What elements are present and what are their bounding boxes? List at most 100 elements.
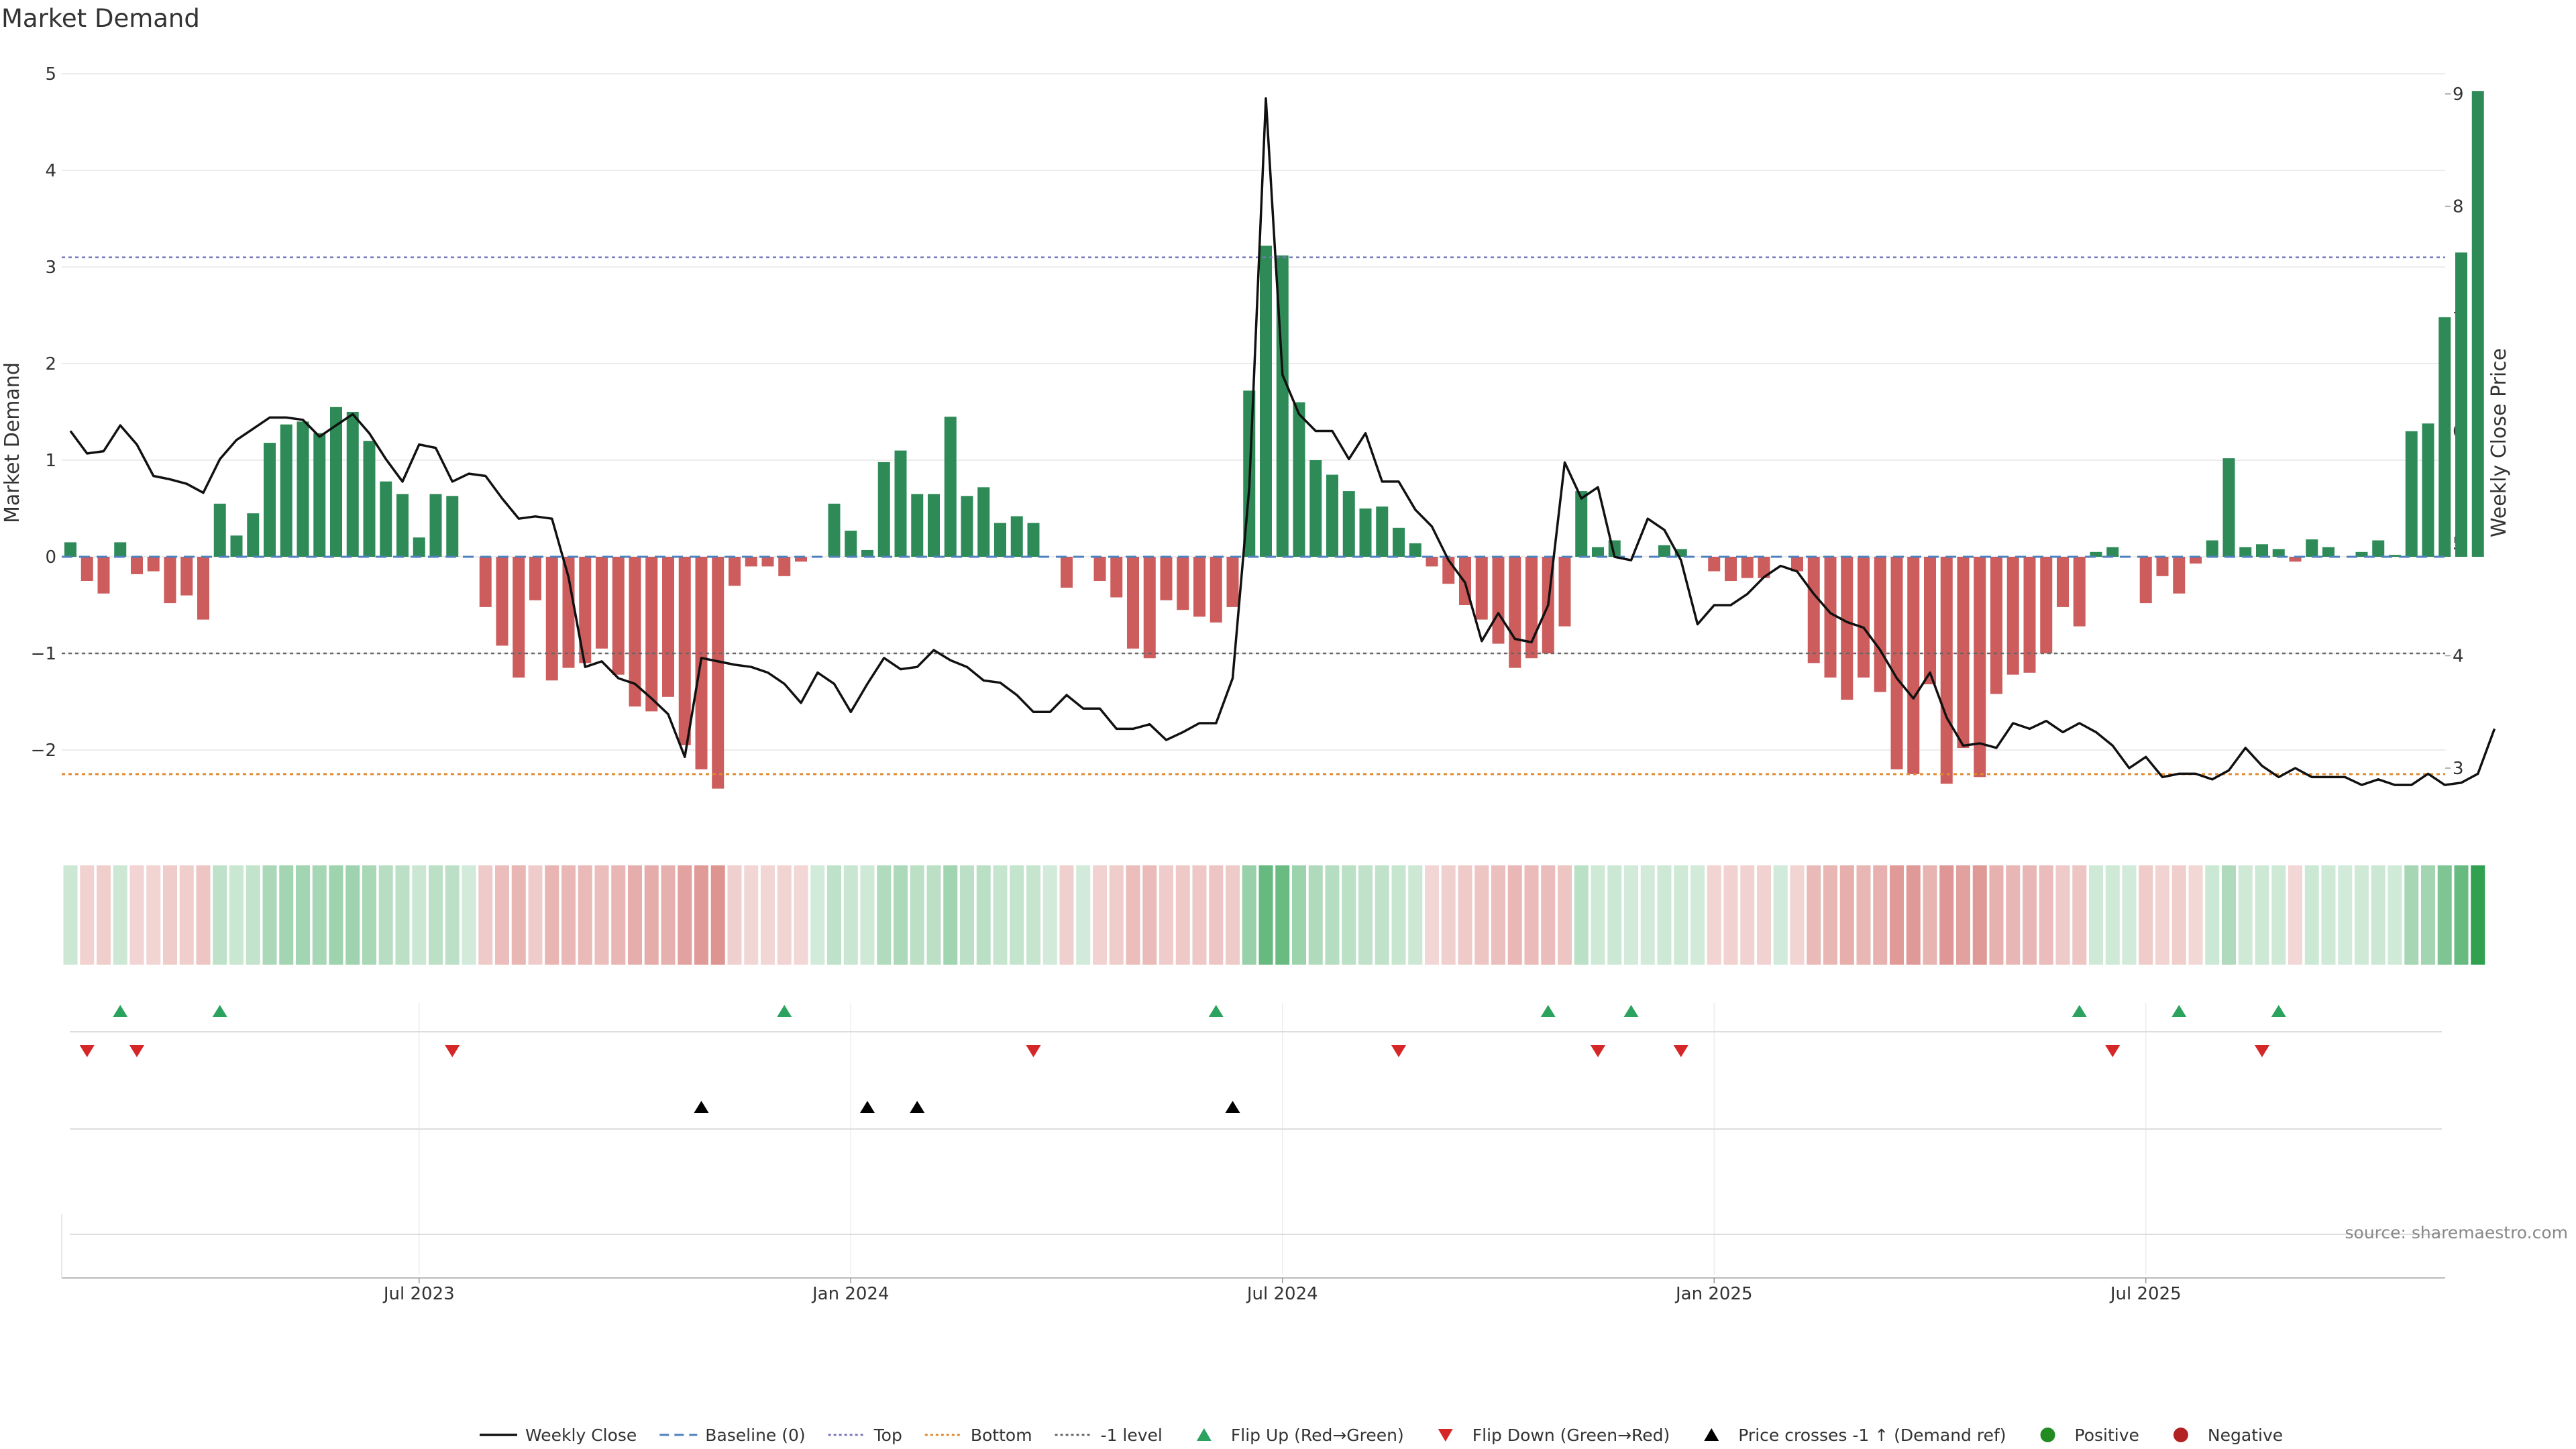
heat-cell xyxy=(727,865,742,965)
heat-cell xyxy=(429,865,443,965)
heat-cell xyxy=(2338,865,2353,965)
flip-up-marker xyxy=(2171,1005,2187,1017)
flip-down-marker xyxy=(129,1045,144,1057)
heat-cell xyxy=(1408,865,1423,965)
heat-cell xyxy=(578,865,592,965)
heat-cell xyxy=(1026,865,1040,965)
heat-cell xyxy=(710,865,725,965)
heat-cell xyxy=(1839,865,1854,965)
demand-bar xyxy=(2057,557,2069,607)
flip-up-marker xyxy=(2271,1005,2286,1017)
heat-cell xyxy=(2072,865,2087,965)
demand-bar xyxy=(363,441,376,557)
flip-down-marker xyxy=(79,1045,95,1057)
source-note: source: sharemaestro.com xyxy=(2345,1223,2569,1242)
demand-bar xyxy=(977,487,990,557)
demand-bar xyxy=(2222,458,2235,557)
demand-bar xyxy=(1758,557,1770,578)
heat-cell xyxy=(1939,865,1954,965)
demand-bar xyxy=(1858,557,1870,678)
demand-bar xyxy=(1924,557,1936,685)
heat-cell xyxy=(777,865,792,965)
heat-cell xyxy=(594,865,609,965)
heat-cell xyxy=(445,865,460,965)
y-tick-label: 4 xyxy=(45,161,56,181)
demand-bar xyxy=(1475,557,1488,620)
heat-cell xyxy=(2055,865,2070,965)
legend-item: Flip Up (Red→Green) xyxy=(1196,1426,1404,1445)
heat-cell xyxy=(1790,865,1805,965)
heat-cell xyxy=(2188,865,2203,965)
heat-cell xyxy=(1474,865,1489,965)
demand-bar xyxy=(80,557,93,581)
heat-cell xyxy=(378,865,393,965)
demand-bar xyxy=(2073,557,2086,627)
heat-cell xyxy=(2355,865,2369,965)
legend-swatch-triangle-down xyxy=(1438,1429,1453,1442)
heat-cell xyxy=(2371,865,2385,965)
heat-cell xyxy=(478,865,493,965)
demand-bar xyxy=(2306,539,2318,557)
demand-bar xyxy=(2455,252,2467,557)
legend-item: Weekly Close xyxy=(480,1426,637,1445)
heat-cell xyxy=(1375,865,1389,965)
demand-bar xyxy=(2206,540,2218,557)
demand-bar xyxy=(1824,557,1837,678)
demand-bar xyxy=(1974,557,1986,777)
demand-bar xyxy=(678,557,691,745)
demand-bar xyxy=(213,503,226,557)
demand-bar xyxy=(2239,547,2252,557)
demand-bar xyxy=(1492,557,1505,644)
heat-cell xyxy=(843,865,858,965)
demand-bar xyxy=(380,481,392,557)
demand-bar xyxy=(1874,557,1886,692)
demand-bar xyxy=(1342,491,1355,557)
heat-cell xyxy=(1591,865,1605,965)
heat-cell xyxy=(1890,865,1904,965)
demand-bar xyxy=(264,443,276,557)
demand-bar xyxy=(2040,557,2053,653)
legend-label: Flip Down (Green→Red) xyxy=(1472,1426,1670,1445)
signal-rows xyxy=(70,1005,2442,1235)
heat-cell xyxy=(1425,865,1439,965)
demand-bar xyxy=(828,503,841,557)
demand-bar xyxy=(1708,557,1721,572)
heat-cell xyxy=(2155,865,2169,965)
heat-cell xyxy=(246,865,260,965)
demand-bar xyxy=(612,557,625,675)
heat-cell xyxy=(1607,865,1622,965)
x-tick-label: Jul 2024 xyxy=(1246,1284,1318,1304)
demand-bar xyxy=(413,537,425,557)
demand-bar xyxy=(562,557,575,668)
heat-cell xyxy=(1574,865,1589,965)
heat-cell xyxy=(1640,865,1655,965)
heat-cell xyxy=(113,865,127,965)
demand-bar xyxy=(1293,402,1305,557)
heat-cell xyxy=(644,865,659,965)
heat-cell xyxy=(993,865,1008,965)
legend-label: Bottom xyxy=(971,1426,1032,1445)
heat-cell xyxy=(1541,865,1556,965)
heat-cell xyxy=(2304,865,2319,965)
demand-bar xyxy=(629,557,641,707)
heat-cell xyxy=(2471,865,2485,965)
x-axis-ticks: Jul 2023 Jan 2024 Jul 2024 Jan 2025 Jul 2025 xyxy=(382,1278,2182,1304)
demand-bar xyxy=(1674,549,1687,557)
demand-bar xyxy=(1393,527,1405,557)
heat-cell xyxy=(395,865,410,965)
demand-bar xyxy=(2006,557,2019,675)
demand-bar xyxy=(2023,557,2036,673)
heat-cell xyxy=(1325,865,1340,965)
y-tick-label: −2 xyxy=(31,741,56,761)
heat-cell xyxy=(1674,865,1688,965)
y-tick-label: 0 xyxy=(45,547,56,568)
demand-bar xyxy=(2405,431,2418,557)
heat-cell xyxy=(744,865,759,965)
demand-bar xyxy=(496,557,508,646)
heat-cell xyxy=(2255,865,2269,965)
y-tick-label: 2 xyxy=(45,354,56,374)
demand-bar xyxy=(1127,557,1139,649)
heat-cell xyxy=(2122,865,2137,965)
heat-cell xyxy=(1258,865,1273,965)
